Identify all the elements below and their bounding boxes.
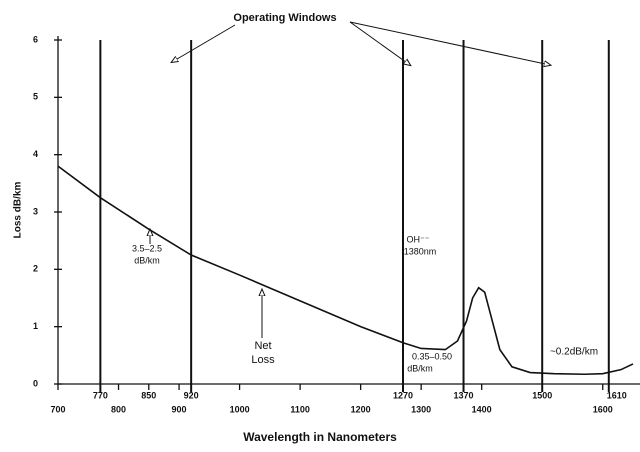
annotation: 1380nm: [404, 246, 437, 256]
annotation: OH⁻⁻: [406, 234, 429, 244]
y-tick-label: 6: [33, 34, 38, 44]
y-tick-label: 0: [33, 378, 38, 388]
loss-curve: [57, 165, 634, 376]
x-tick-label: 700: [50, 404, 65, 414]
annotation: Net: [254, 340, 271, 352]
x-tick-label: 1370: [454, 390, 474, 400]
annotation: 0.35–0.50: [412, 351, 452, 361]
x-tick-label: 1500: [532, 390, 552, 400]
y-tick-label: 4: [33, 149, 38, 159]
y-tick-label: 2: [33, 264, 38, 274]
y-tick-label: 3: [33, 206, 38, 216]
y-axis-label: Loss dB/km: [13, 182, 24, 239]
x-tick-label: 1270: [393, 390, 413, 400]
x-tick-label: 1600: [593, 404, 613, 414]
x-tick-label: 770: [93, 390, 108, 400]
annotation: Loss: [251, 354, 275, 366]
x-tick-label: 850: [141, 390, 156, 400]
x-tick-label: 1400: [472, 404, 492, 414]
x-tick-label: 1100: [290, 404, 310, 414]
annotation: Operating Windows: [233, 12, 336, 24]
arrows: [150, 21, 550, 338]
x-tick-label: 1200: [351, 404, 371, 414]
x-tick-label: 900: [172, 404, 187, 414]
x-tick-label: 1300: [411, 404, 431, 414]
annotation: 3.5–2.5: [132, 243, 162, 253]
annotation: ~0.2dB/km: [550, 347, 598, 358]
x-tick-label: 1610: [607, 390, 627, 400]
annotation: dB/km: [407, 363, 433, 373]
x-tick-label: 1000: [230, 404, 250, 414]
x-axis-label: Wavelength in Nanometers: [243, 430, 397, 444]
x-tick-label: 920: [184, 390, 199, 400]
x-tick-label: 800: [111, 404, 126, 414]
y-tick-label: 1: [33, 321, 38, 331]
y-tick-label: 5: [33, 92, 38, 102]
annotation: dB/km: [134, 255, 160, 265]
